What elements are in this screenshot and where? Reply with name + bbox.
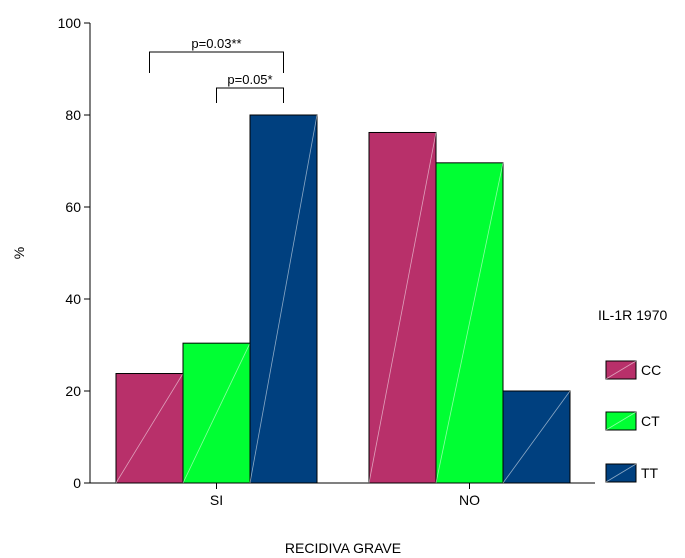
bar-hatch — [182, 342, 251, 484]
y-tick-label: 100 — [58, 15, 82, 31]
legend-swatch-hatch — [605, 411, 637, 431]
bar-hatch — [435, 162, 504, 484]
significance-bracket — [216, 87, 284, 103]
significance-bracket — [149, 51, 284, 73]
chart-annotations: p=0.03** p=0.05* — [149, 36, 284, 103]
legend-swatch-hatch — [605, 360, 637, 380]
legend-label-CT: CT — [641, 413, 660, 429]
bar-hatch — [502, 390, 571, 484]
y-axis-label: % — [11, 247, 27, 259]
legend-label-TT: TT — [641, 465, 659, 481]
x-axis-label: RECIDIVA GRAVE — [285, 540, 401, 556]
y-tick-label: 0 — [73, 475, 81, 491]
y-tick-label: 60 — [65, 199, 81, 215]
chart-bars — [115, 114, 571, 484]
bar-hatch — [115, 373, 184, 484]
bar-hatch — [249, 114, 318, 484]
y-tick-label: 80 — [65, 107, 81, 123]
chart-legend: IL-1R 1970 CC CT TT — [598, 307, 667, 483]
x-tick-label: SI — [210, 492, 223, 508]
x-tick-label: NO — [459, 492, 480, 508]
y-tick-label: 20 — [65, 383, 81, 399]
bar-hatch — [368, 132, 437, 484]
significance-label: p=0.03** — [191, 36, 241, 51]
y-tick-label: 40 — [65, 291, 81, 307]
significance-label: p=0.05* — [227, 72, 272, 87]
legend-swatch-hatch — [605, 463, 637, 483]
legend-label-CC: CC — [641, 362, 661, 378]
legend-title: IL-1R 1970 — [598, 307, 667, 323]
